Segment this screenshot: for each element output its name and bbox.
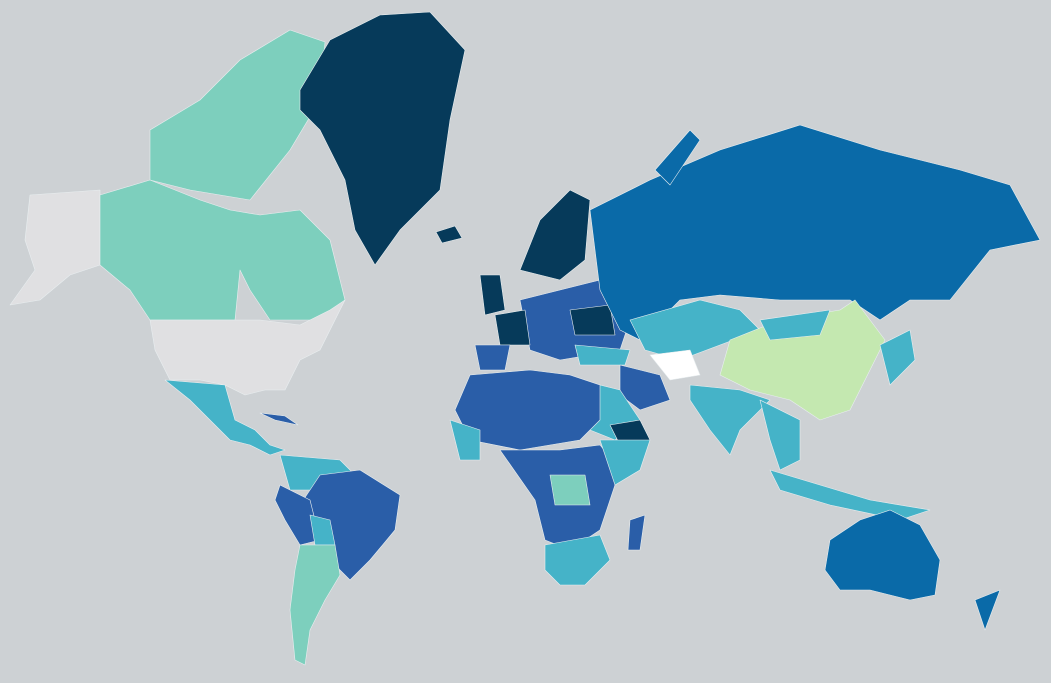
mexico-central-america [164,379,286,456]
australia [824,509,941,601]
scandinavia [519,189,591,281]
usa [149,299,346,396]
southeast-asia [759,399,801,471]
greenland [299,11,466,266]
central-asia [649,349,701,381]
horn-of-africa [599,439,651,486]
southern-africa [544,534,611,586]
spain [474,344,511,371]
west-africa [449,419,481,461]
cuba [259,412,299,426]
argentina-chile [289,544,341,666]
japan [879,329,916,386]
indonesia [769,469,931,521]
ukraine [569,304,616,336]
madagascar [627,514,646,551]
turkey [574,344,631,366]
novaya-zemlya [654,129,701,186]
france [494,309,531,346]
uk [479,274,506,316]
china [719,299,886,421]
congo [549,474,591,506]
new-zealand [974,589,1001,631]
iceland [435,225,463,244]
india [689,384,771,456]
mongolia [759,309,831,341]
